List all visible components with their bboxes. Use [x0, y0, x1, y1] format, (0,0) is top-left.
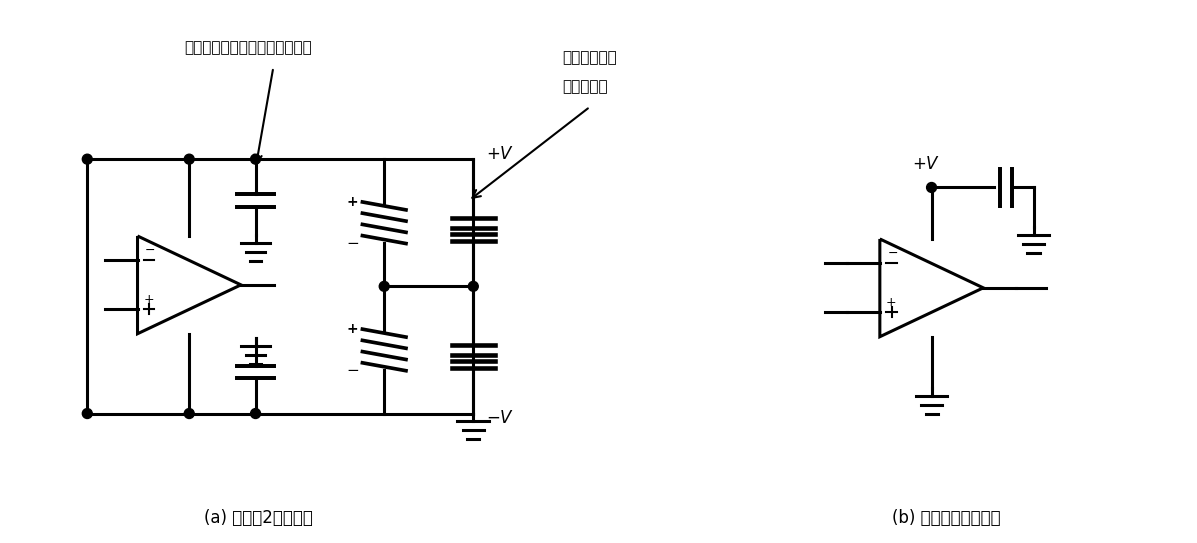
Text: +$V$: +$V$	[912, 155, 941, 173]
Text: (a) 基本的2电源方式: (a) 基本的2电源方式	[203, 509, 312, 527]
Text: 靠近运算放大器处接陶瓷电容器: 靠近运算放大器处接陶瓷电容器	[184, 40, 312, 55]
Circle shape	[379, 281, 389, 291]
Text: 靠近电源处接: 靠近电源处接	[563, 50, 618, 65]
Circle shape	[468, 281, 479, 291]
Circle shape	[926, 182, 936, 192]
Circle shape	[250, 154, 261, 164]
Text: −: −	[346, 236, 359, 251]
Circle shape	[250, 408, 261, 419]
Text: $-V$: $-V$	[486, 409, 515, 427]
Text: +: +	[347, 322, 358, 336]
Circle shape	[83, 154, 92, 164]
Text: −: −	[887, 247, 898, 260]
Text: −: −	[145, 244, 156, 257]
Circle shape	[184, 408, 194, 419]
Circle shape	[83, 408, 92, 419]
Text: +$V$: +$V$	[486, 145, 515, 163]
Text: +: +	[347, 195, 358, 209]
Circle shape	[184, 154, 194, 164]
Text: −: −	[346, 363, 359, 378]
Text: 电解电容器: 电解电容器	[563, 79, 608, 94]
Text: (b) 使用单电源的情况: (b) 使用单电源的情况	[892, 509, 1001, 527]
Text: +: +	[886, 295, 897, 308]
Text: +: +	[144, 293, 153, 306]
